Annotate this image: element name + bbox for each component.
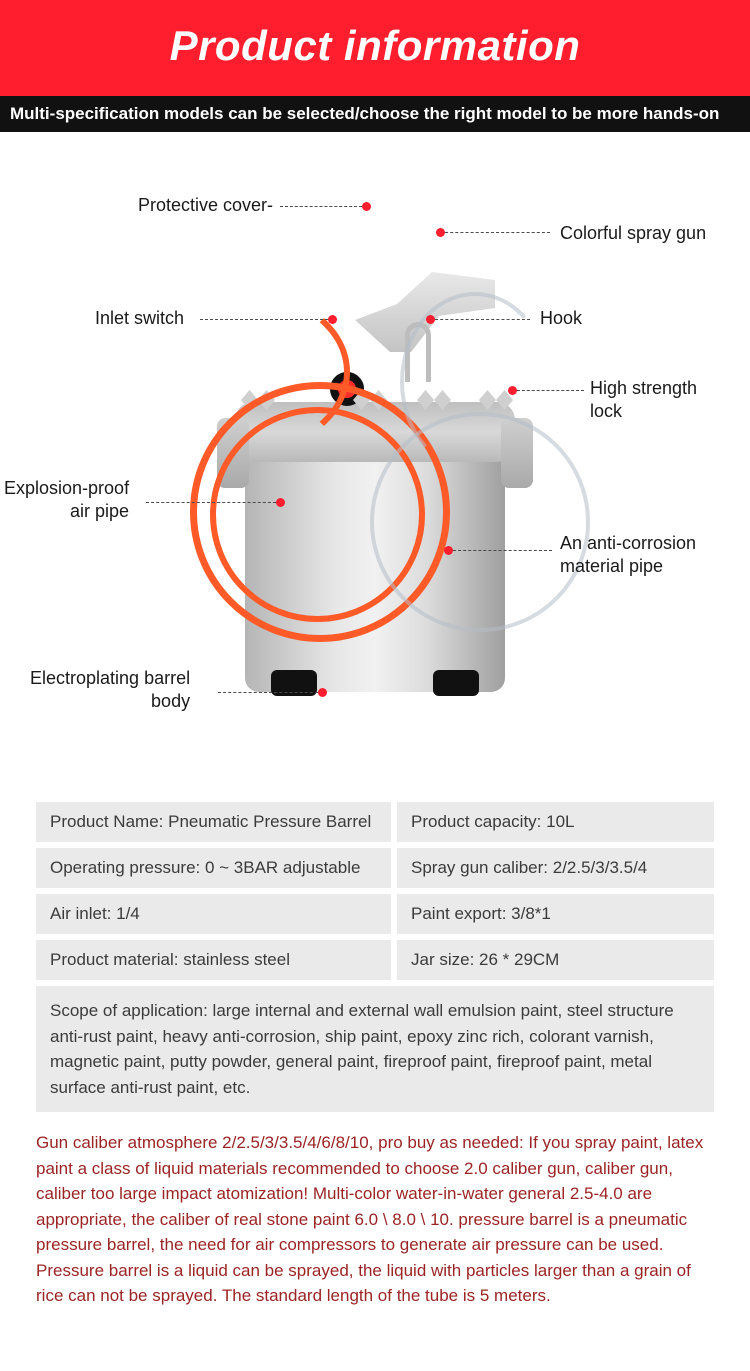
- leader-line: [146, 502, 276, 503]
- leader-line: [218, 692, 318, 693]
- product-diagram: Protective cover- Colorful spray gun Inlet…: [0, 132, 750, 782]
- callout-explosion-proof-air-pipe: Explosion-proof air pipe: [4, 477, 129, 522]
- leader-line: [280, 206, 362, 207]
- note-text: Gun caliber atmosphere 2/2.5/3/3.5/4/6/8…: [0, 1118, 750, 1349]
- leader-dot: [508, 386, 517, 395]
- leader-line: [430, 319, 530, 320]
- callout-hook: Hook: [540, 307, 582, 330]
- callout-electroplating-body: Electroplating barrel body: [30, 667, 190, 712]
- leader-dot: [426, 315, 435, 324]
- leader-line: [440, 232, 550, 233]
- leader-dot: [318, 688, 327, 697]
- spec-cell: Product Name: Pneumatic Pressure Barrel: [36, 802, 391, 842]
- leader-dot: [328, 315, 337, 324]
- spec-cell: Air inlet: 1/4: [36, 894, 391, 934]
- leader-dot: [436, 228, 445, 237]
- leader-dot: [276, 498, 285, 507]
- callout-inlet-switch: Inlet switch: [95, 307, 184, 330]
- callout-protective-cover: Protective cover-: [138, 194, 273, 217]
- callout-high-strength-lock: High strength lock: [590, 377, 697, 422]
- callout-colorful-spray-gun: Colorful spray gun: [560, 222, 706, 245]
- leader-dot: [444, 546, 453, 555]
- leader-line: [448, 550, 552, 551]
- leader-line: [512, 390, 584, 391]
- spec-scope: Scope of application: large internal and…: [36, 986, 714, 1112]
- spec-cell: Operating pressure: 0 ~ 3BAR adjustable: [36, 848, 391, 888]
- header-banner: Product information: [0, 0, 750, 96]
- spec-cell: Product material: stainless steel: [36, 940, 391, 980]
- leader-dot: [362, 202, 371, 211]
- spec-cell: Product capacity: 10L: [397, 802, 714, 842]
- sub-banner: Multi-specification models can be select…: [0, 96, 750, 132]
- spec-cell: Jar size: 26 * 29CM: [397, 940, 714, 980]
- callout-anti-corrosion-pipe: An anti-corrosion material pipe: [560, 532, 696, 577]
- spec-cell: Paint export: 3/8*1: [397, 894, 714, 934]
- leader-line: [200, 319, 328, 320]
- spec-cell: Spray gun caliber: 2/2.5/3/3.5/4: [397, 848, 714, 888]
- specs-table: Product Name: Pneumatic Pressure Barrel …: [0, 782, 750, 1112]
